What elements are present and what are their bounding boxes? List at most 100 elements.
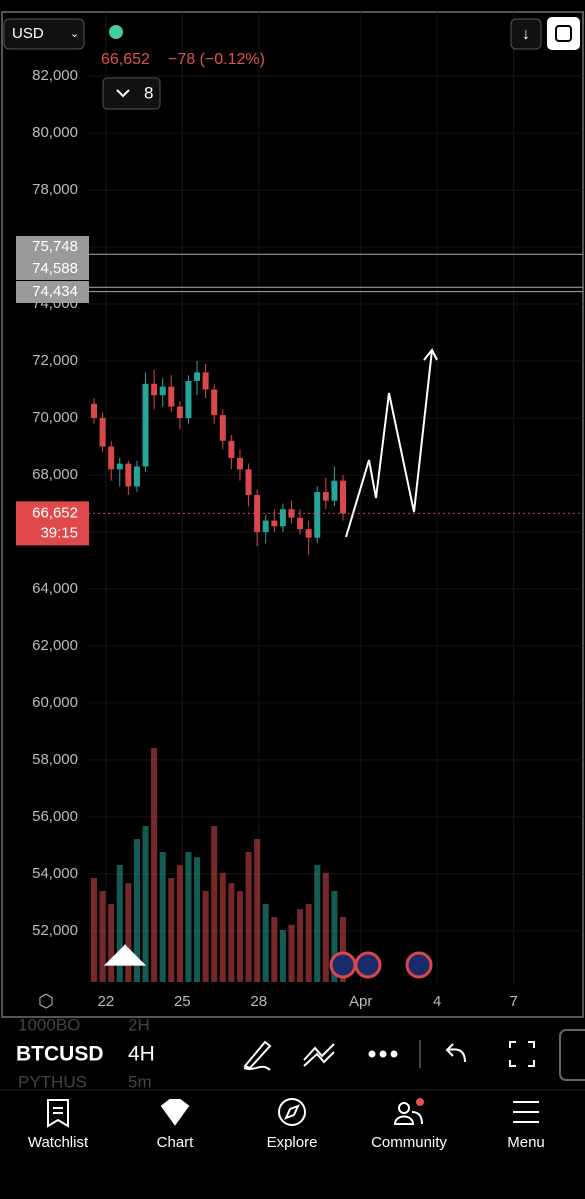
nav-label[interactable]: Chart [157,1134,195,1151]
fullscreen-icon [555,25,572,42]
y-tick-label: 56,000 [32,808,78,825]
volume-bar [288,924,295,982]
candle-body [99,418,106,447]
toolbar [243,1029,585,1081]
draw-tool[interactable] [243,1040,272,1071]
undo[interactable] [445,1043,466,1063]
candle-body [271,520,278,527]
x-tick-label: Apr [349,993,372,1010]
volume-bar [99,891,106,982]
volume-bar [133,839,140,982]
volume-bar [271,917,278,982]
scroll-button[interactable] [510,18,542,50]
price-line-label: 74,434 [32,283,78,300]
candle-body [168,386,175,407]
candle-body [116,463,123,470]
fullscreen[interactable] [509,1041,535,1067]
volume-bar [211,826,218,982]
grid [88,12,583,985]
fullscreen-button[interactable] [547,17,580,50]
countdown: 39:15 [40,524,78,541]
candle-body [331,480,338,501]
next-interval: 5m [128,1072,152,1091]
volume-bar [116,865,123,982]
header-price: 66,652 [101,51,150,68]
nav-label[interactable]: Explore [267,1134,318,1151]
volume-bar [305,904,312,982]
candle-body [245,469,252,495]
nav-label[interactable]: Watchlist [28,1134,89,1151]
y-tick-label: 64,000 [32,580,78,597]
volume-bar [245,852,252,982]
candle-body [194,372,201,381]
candle-body [219,415,226,441]
volume-bar [185,852,192,982]
x-tick-label: 22 [97,993,114,1010]
event-flag[interactable] [354,951,382,979]
y-tick-label: 54,000 [32,865,78,882]
symbol[interactable]: BTCUSD [16,1043,104,1066]
settings-icon: ⬡ [38,991,54,1011]
y-tick-label: 78,000 [32,181,78,198]
candle-body [236,457,243,470]
candle-body [314,492,321,538]
side-panel[interactable] [559,1029,585,1081]
candle-body [228,440,235,458]
candle-body [322,492,329,501]
prev-symbol: 1000BO [18,1015,80,1034]
volume-bar [168,878,175,982]
candle-body [176,406,183,419]
more-dot[interactable] [368,1050,376,1058]
volume-bar [219,872,226,982]
more-dot[interactable] [379,1050,387,1058]
status-dot [109,25,123,39]
currency-select[interactable] [3,18,85,50]
candle-body [91,403,97,419]
y-tick-label: 60,000 [32,694,78,711]
last-price-label: 66,652 [32,504,78,521]
candle-body [262,520,269,532]
y-tick-label: 62,000 [32,637,78,654]
interval[interactable]: 4H [128,1043,155,1066]
nav-label[interactable]: Menu [507,1134,545,1151]
volume-bar [91,878,97,982]
compass [284,1104,300,1120]
volume-bar [297,909,304,982]
volume-bar [236,891,243,982]
indicators-toggle[interactable] [102,77,161,110]
volume-bar [125,883,132,982]
x-tick-label: 4 [433,993,441,1010]
community-icon [398,1102,410,1114]
volume-bar [176,865,183,982]
candles [91,361,346,555]
y-tick-label: 70,000 [32,409,78,426]
candle-body [151,383,158,396]
chart-frame [1,11,584,1018]
down-icon: ↓ [522,26,530,43]
volume-bar [108,904,115,982]
prev-interval: 2H [128,1015,150,1034]
volume-bar [151,748,158,982]
logo: ◢◣ [103,938,147,968]
chevron: ⌄ [70,28,79,40]
trend-tool[interactable] [303,1043,335,1067]
y-tick-label: 52,000 [32,922,78,939]
candle-body [185,380,192,419]
candle-body [340,480,346,514]
volume-bar [331,891,338,982]
event-flag[interactable] [329,951,357,979]
chart-icon [160,1099,190,1126]
nav-label[interactable]: Community [371,1134,447,1151]
events [329,951,433,979]
price-line-label-bg [16,258,89,280]
event-flag[interactable] [405,951,433,979]
candle-body [202,372,209,390]
volume-bar [142,826,149,982]
x-tick-label: 28 [250,993,267,1010]
candle-body [142,383,149,467]
more-dot[interactable] [390,1050,398,1058]
price-line-label-bg [16,236,89,258]
volume-bar [314,865,321,982]
candle-body [133,466,140,487]
